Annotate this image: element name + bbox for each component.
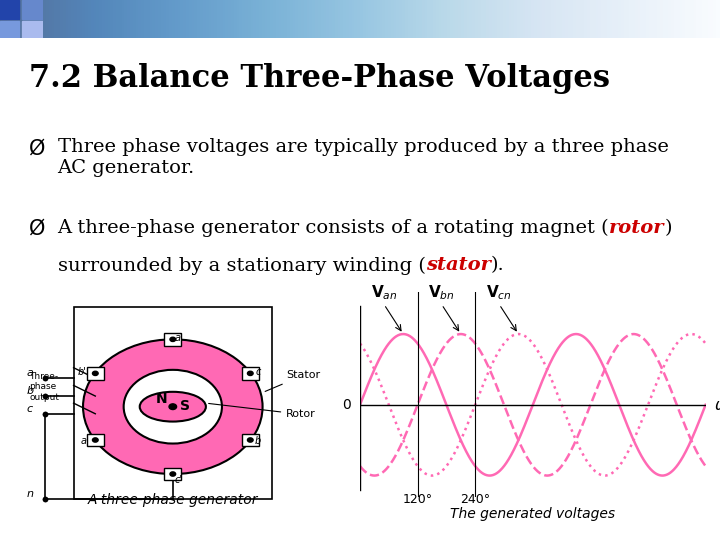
Text: a: a xyxy=(81,436,87,447)
Text: b': b' xyxy=(78,367,86,377)
Text: Ø: Ø xyxy=(29,219,45,239)
Text: stator: stator xyxy=(426,256,490,274)
Text: a: a xyxy=(27,368,33,378)
Circle shape xyxy=(248,372,253,375)
Bar xyxy=(22,21,43,38)
Text: Stator: Stator xyxy=(265,370,320,392)
Circle shape xyxy=(248,438,253,442)
Ellipse shape xyxy=(140,392,206,422)
Text: Ø: Ø xyxy=(29,138,45,158)
Bar xyxy=(164,468,181,481)
Text: Rotor: Rotor xyxy=(209,403,316,420)
Text: 7.2 Balance Three-Phase Voltages: 7.2 Balance Three-Phase Voltages xyxy=(29,63,610,94)
Bar xyxy=(164,333,181,346)
Bar xyxy=(22,0,43,19)
Text: Three phase voltages are typically produced by a three phase
AC generator.: Three phase voltages are typically produ… xyxy=(58,138,668,177)
Text: rotor: rotor xyxy=(609,219,665,237)
Bar xyxy=(0,0,19,19)
Bar xyxy=(87,367,104,380)
Text: The generated voltages: The generated voltages xyxy=(450,508,616,522)
Text: c: c xyxy=(255,367,261,377)
Bar xyxy=(87,434,104,447)
Text: S: S xyxy=(180,399,190,413)
Text: n: n xyxy=(27,489,33,500)
Bar xyxy=(242,434,258,447)
Text: ).: ). xyxy=(490,256,504,274)
Text: 0: 0 xyxy=(342,398,351,412)
Text: c': c' xyxy=(174,475,182,485)
Text: surrounded by a stationary winding (: surrounded by a stationary winding ( xyxy=(58,256,426,274)
Text: N: N xyxy=(156,392,167,406)
Bar xyxy=(0,21,19,38)
Text: a': a' xyxy=(174,333,183,343)
Bar xyxy=(73,307,272,499)
Text: b: b xyxy=(255,436,261,447)
Circle shape xyxy=(92,438,98,442)
Text: $\mathbf{V}_{cn}$: $\mathbf{V}_{cn}$ xyxy=(486,284,512,302)
Circle shape xyxy=(170,472,176,476)
Text: Three-
phase
output: Three- phase output xyxy=(29,372,59,402)
Bar xyxy=(242,367,258,380)
Text: 120°: 120° xyxy=(402,493,433,507)
Text: 240°: 240° xyxy=(460,493,490,507)
Circle shape xyxy=(92,372,98,375)
Text: b: b xyxy=(27,386,33,396)
Circle shape xyxy=(124,370,222,443)
Circle shape xyxy=(169,404,176,409)
Circle shape xyxy=(83,339,263,474)
Text: A three-phase generator: A three-phase generator xyxy=(88,494,258,508)
Text: ): ) xyxy=(665,219,679,237)
Text: A three-phase generator consists of a rotating magnet (: A three-phase generator consists of a ro… xyxy=(58,219,609,237)
Text: $\mathbf{V}_{bn}$: $\mathbf{V}_{bn}$ xyxy=(428,284,455,302)
Text: $\mathbf{V}_{an}$: $\mathbf{V}_{an}$ xyxy=(371,284,397,302)
Text: $\omega t$: $\omega t$ xyxy=(714,397,720,413)
Text: c: c xyxy=(27,403,32,414)
Circle shape xyxy=(170,337,176,341)
